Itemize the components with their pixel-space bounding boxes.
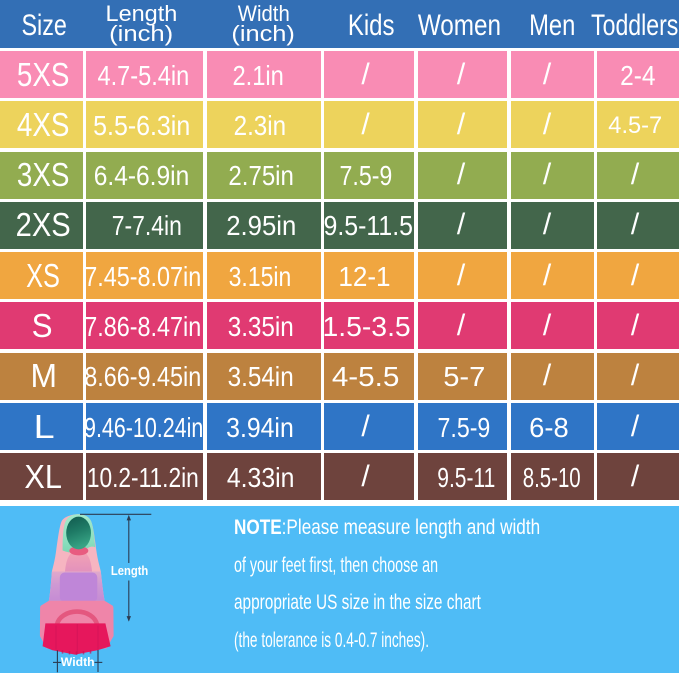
svg-text:Width: Width: [61, 655, 95, 669]
svg-text:Length: Length: [111, 563, 148, 578]
